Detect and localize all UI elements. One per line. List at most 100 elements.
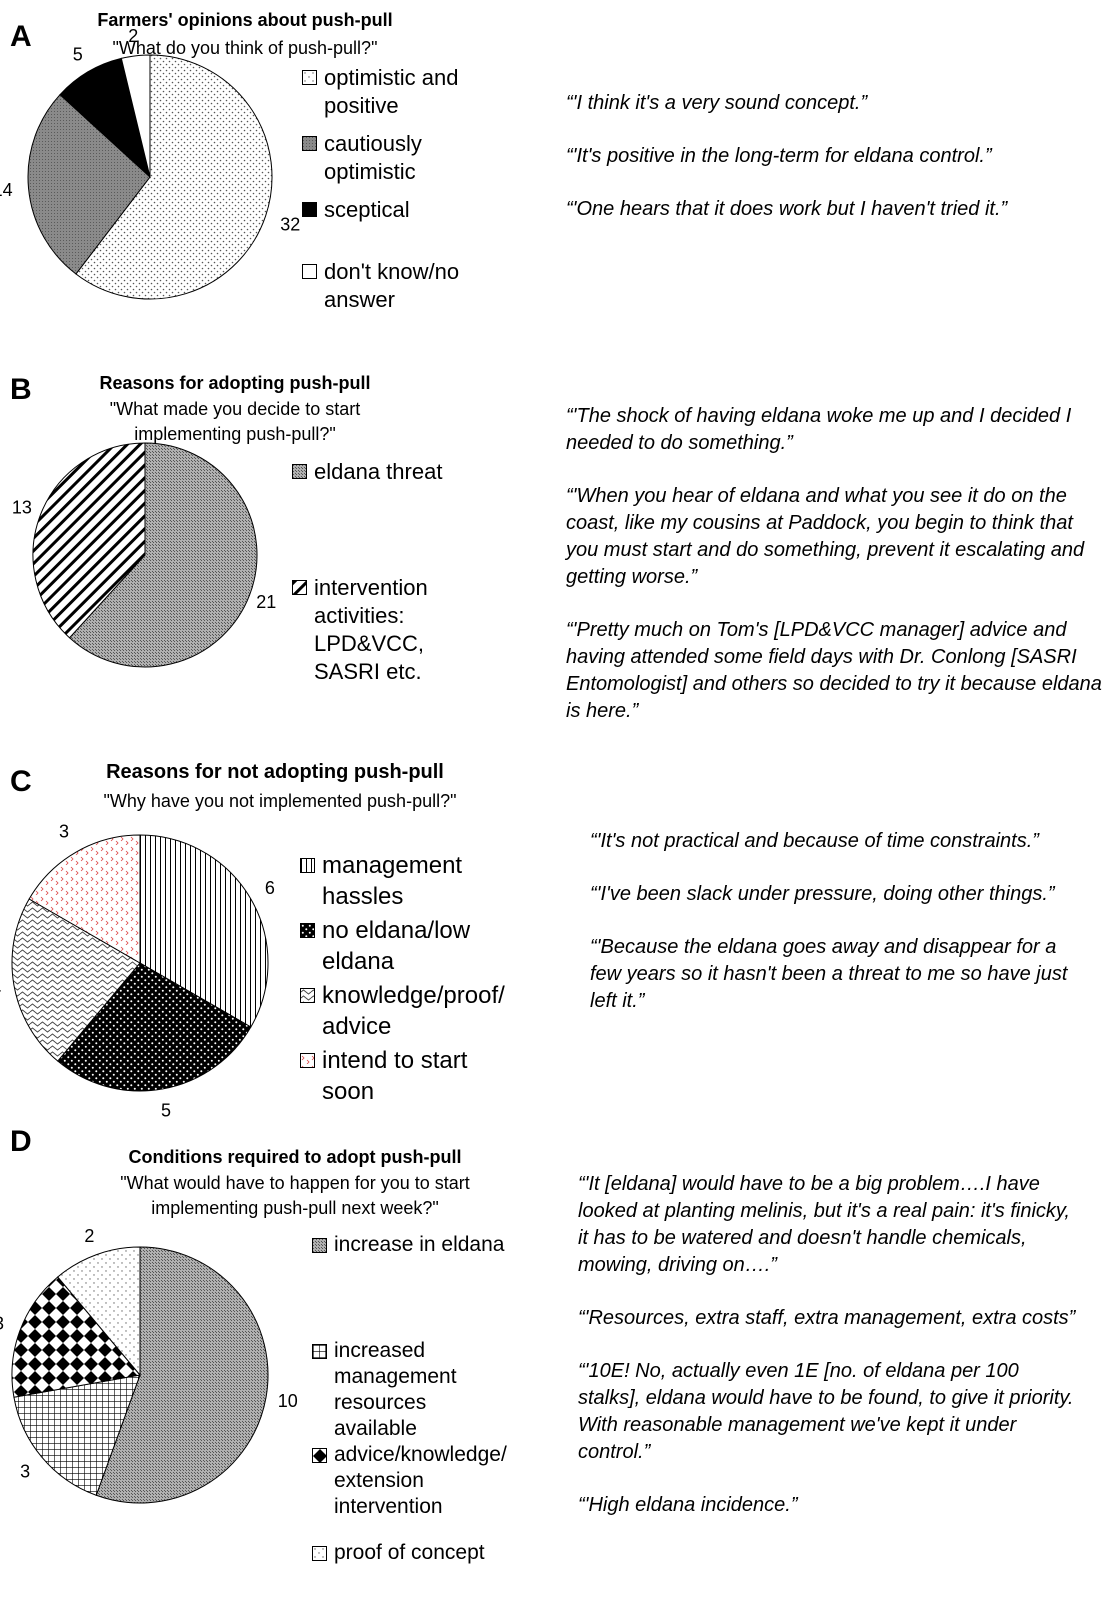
pie-slice <box>13 1374 141 1496</box>
legend-item: optimistic and positive <box>300 64 500 120</box>
chart-subtitle: "What made you decide to start implement… <box>109 399 361 444</box>
quotes: “'It's not practical and because of time… <box>590 828 1070 1041</box>
quote: “'Resources, extra staff, extra manageme… <box>578 1307 1076 1329</box>
pie-slice-label: 3 <box>0 1314 4 1334</box>
legend-swatch <box>300 858 315 873</box>
pie-slice <box>95 1246 269 1504</box>
legend-swatch <box>292 464 307 479</box>
legend-swatch <box>302 70 317 85</box>
pie-slice <box>11 898 141 1062</box>
panel-c: C Reasons for not adopting push-pull "Wh… <box>0 755 1120 1121</box>
legend-item: advice/knowledge/ extension intervention <box>310 1442 540 1520</box>
pie-slice <box>68 442 258 668</box>
chart-subtitle: "Why have you not implemented push-pull?… <box>103 791 457 811</box>
legend-label: intend to start soon <box>322 1047 468 1105</box>
legend-label: eldana threat <box>314 459 443 484</box>
legend-item: cautiously optimistic <box>300 130 500 186</box>
chart-title: Farmers' opinions about push-pull <box>97 10 393 30</box>
legend-swatch <box>312 1448 327 1463</box>
legend: increase in eldana increased management … <box>310 1232 540 1566</box>
panel-letter: C <box>10 765 32 798</box>
pie-slice-label: 13 <box>12 497 32 517</box>
legend-swatch <box>300 1053 315 1068</box>
chart-title: Reasons for adopting push-pull <box>99 373 371 393</box>
legend-swatch <box>302 264 317 279</box>
panel-a: A Farmers' opinions about push-pull "Wha… <box>0 0 1120 340</box>
legend-label: intervention activities: LPD&VCC, SASRI … <box>314 575 428 684</box>
pie-slice <box>139 834 269 1028</box>
quote: “'It [eldana] would have to be a big pro… <box>578 1173 1070 1276</box>
pie-chart: 32 14 5 2 <box>0 26 300 300</box>
panel-letter: A <box>10 20 32 53</box>
pie-slice-label: 5 <box>161 1101 171 1121</box>
quote: “'The shock of having eldana woke me up … <box>566 405 1072 454</box>
quote: “'One hears that it does work but I have… <box>566 198 1008 220</box>
panel-d: D Conditions required to adopt push-pull… <box>0 1125 1120 1604</box>
pie-slice-label: 5 <box>73 45 83 65</box>
pie-slice-label: 10 <box>278 1391 298 1411</box>
pie-slice <box>57 962 252 1092</box>
quote: “'10E! No, actually even 1E [no. of elda… <box>578 1360 1074 1463</box>
legend-label: knowledge/proof/ advice <box>322 982 505 1040</box>
legend-item: increased management resources available <box>310 1338 540 1442</box>
pie-slice <box>120 54 151 178</box>
pie-slice <box>28 834 141 964</box>
quotes: “'The shock of having eldana woke me up … <box>566 403 1106 751</box>
panel-letter: D <box>10 1125 32 1158</box>
legend-item: increase in eldana <box>310 1232 540 1258</box>
pie-slice <box>27 93 151 275</box>
legend-swatch <box>312 1546 327 1561</box>
legend-item: intervention activities: LPD&VCC, SASRI … <box>290 574 510 686</box>
chart-title: Conditions required to adopt push-pull <box>128 1147 462 1167</box>
legend-item: no eldana/low eldana <box>298 915 538 977</box>
quote: “'I think it's a very sound concept.” <box>566 92 868 114</box>
legend-swatch <box>302 136 317 151</box>
legend-label: increased management resources available <box>334 1339 457 1440</box>
quote: “'High eldana incidence.” <box>578 1494 798 1516</box>
chart-title: Reasons for not adopting push-pull <box>106 761 444 783</box>
pie-slice <box>32 442 146 639</box>
legend-label: proof of concept <box>334 1541 485 1564</box>
quotes: “'I think it's a very sound concept.” “'… <box>566 90 1046 249</box>
legend: eldana threat intervention activities: L… <box>290 458 510 686</box>
pie-chart: 21 13 <box>12 442 276 668</box>
pie-slice <box>11 1276 141 1398</box>
pie-slice-label: 3 <box>20 1461 30 1481</box>
quote: “'I've been slack under pressure, doing … <box>590 883 1055 905</box>
quote: “'Pretty much on Tom's [LPD&VCC manager]… <box>566 619 1102 722</box>
pie-chart: 6 5 4 3 <box>0 821 275 1120</box>
quote: “'It's not practical and because of time… <box>590 830 1039 852</box>
pie-slice-label: 21 <box>256 592 276 612</box>
legend: management hassles no eldana/low eldana … <box>298 850 538 1107</box>
legend-swatch <box>292 580 307 595</box>
legend-label: increase in eldana <box>334 1233 505 1256</box>
chart-subtitle: "What would have to happen for you to st… <box>120 1173 470 1218</box>
legend-swatch <box>300 988 315 1003</box>
pie-slice <box>57 1246 141 1377</box>
legend-label: advice/knowledge/ extension intervention <box>334 1443 507 1518</box>
pie-slice-label: 4 <box>0 978 1 998</box>
pie-slice-label: 2 <box>128 26 138 46</box>
pie-slice-label: 2 <box>84 1226 94 1246</box>
pie-slice <box>75 54 273 300</box>
legend-item: don't know/no answer <box>300 258 500 314</box>
pie-chart: 10 3 3 2 <box>0 1226 298 1504</box>
legend-label: cautiously optimistic <box>324 131 422 184</box>
legend-item: sceptical <box>300 196 500 224</box>
legend-swatch <box>312 1238 327 1253</box>
pie-slice-label: 32 <box>280 214 300 234</box>
panel-letter: B <box>10 373 32 406</box>
legend-item: knowledge/proof/ advice <box>298 980 538 1042</box>
legend-label: management hassles <box>322 852 463 910</box>
legend-label: sceptical <box>324 197 410 222</box>
quote: “'Because the eldana goes away and disap… <box>590 936 1068 1012</box>
legend-swatch <box>300 923 315 938</box>
legend-item: proof of concept <box>310 1540 540 1566</box>
quote: “'It's positive in the long-term for eld… <box>566 145 992 167</box>
legend-swatch <box>302 202 317 217</box>
legend-label: optimistic and positive <box>324 65 459 118</box>
quote: “'When you hear of eldana and what you s… <box>566 485 1085 588</box>
legend-item: eldana threat <box>290 458 510 486</box>
quotes: “'It [eldana] would have to be a big pro… <box>578 1171 1078 1545</box>
chart-subtitle: "What do you think of push-pull?" <box>112 38 378 58</box>
